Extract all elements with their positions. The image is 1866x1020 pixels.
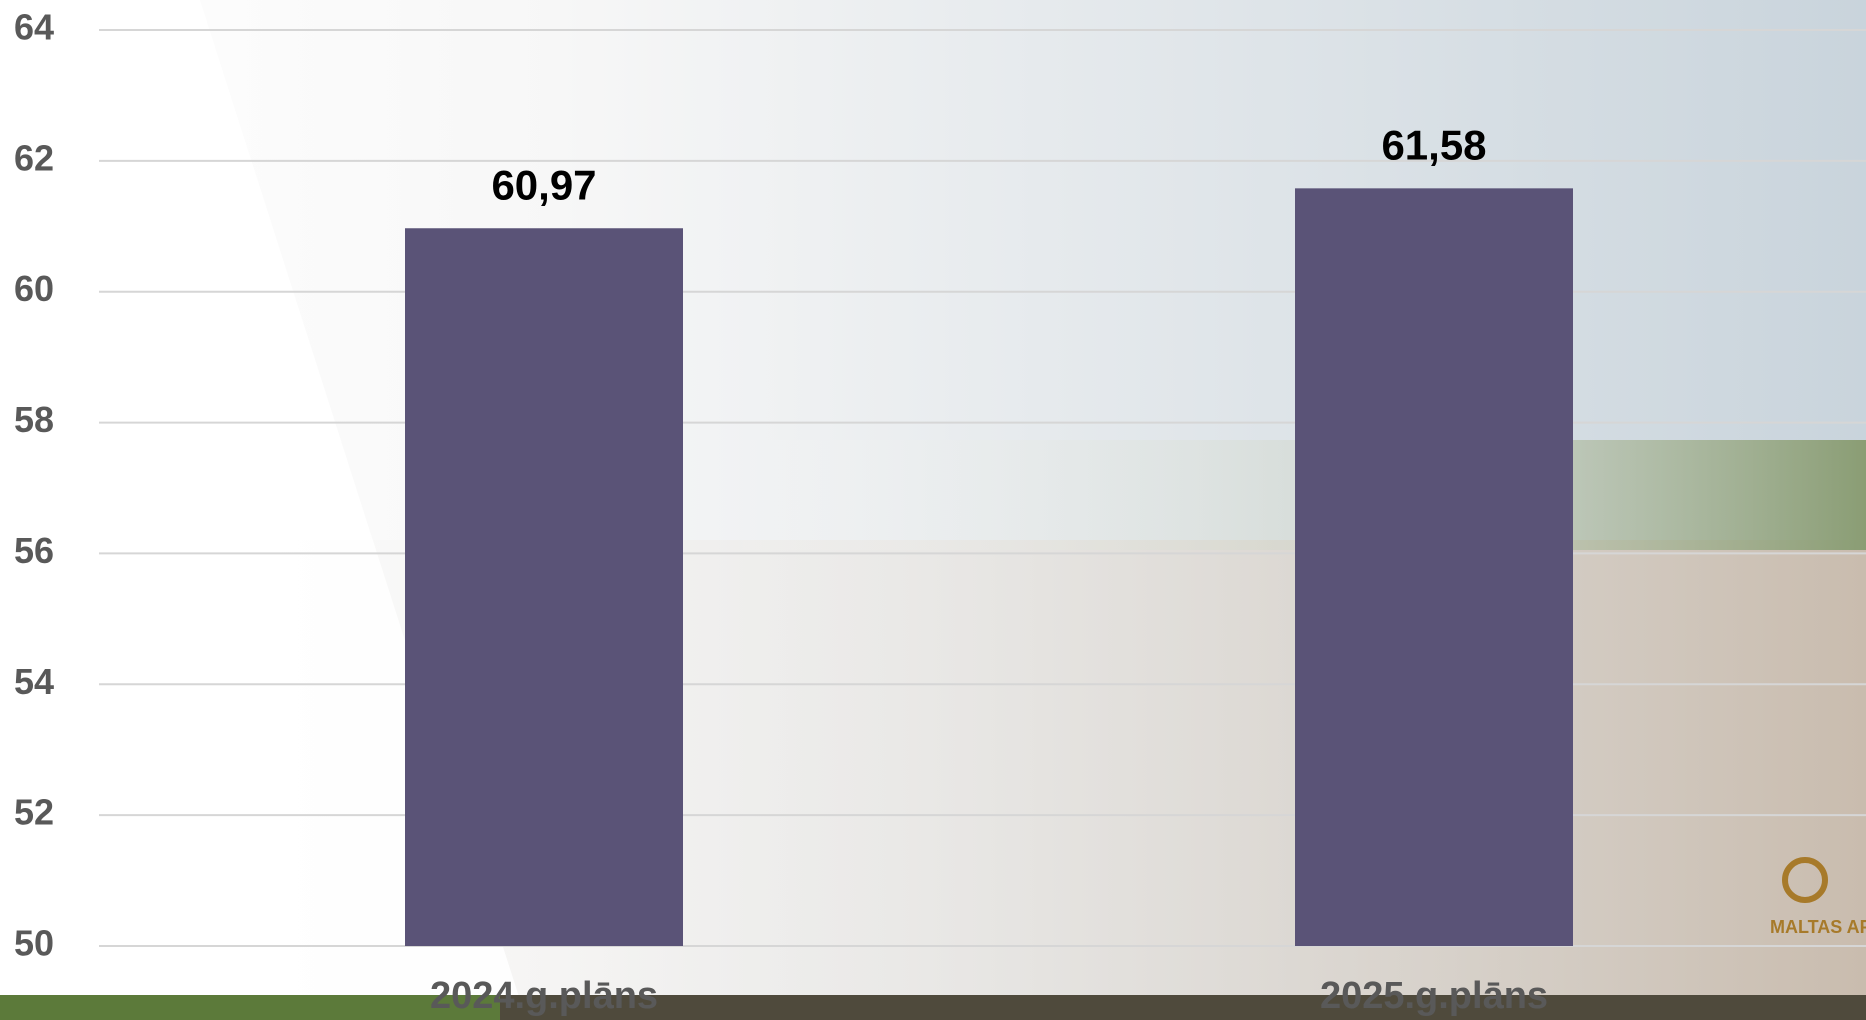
- logo-text: MALTAS AP: [1770, 917, 1866, 937]
- y-tick-label: 62: [14, 137, 54, 178]
- grass-strip: [0, 995, 500, 1020]
- x-tick-label: 2024.g.plāns: [430, 975, 658, 1017]
- bar: [405, 228, 683, 947]
- logo: MALTAS AP: [1770, 857, 1866, 937]
- logo-icon: [1782, 857, 1828, 903]
- y-tick-label: 58: [14, 399, 54, 440]
- value-label: 61,58: [1381, 121, 1486, 168]
- y-tick-label: 60: [14, 268, 54, 309]
- y-tick-label: 54: [14, 661, 54, 702]
- y-tick-label: 52: [14, 792, 54, 833]
- y-tick-label: 56: [14, 530, 54, 571]
- treeline: [700, 440, 1866, 550]
- x-tick-label: 2025.g.plāns: [1320, 975, 1548, 1017]
- y-tick-label: 50: [14, 923, 54, 964]
- light-overlay: [0, 0, 520, 1000]
- y-tick-label: 64: [14, 7, 54, 48]
- bar: [1295, 188, 1573, 946]
- value-label: 60,97: [491, 161, 596, 208]
